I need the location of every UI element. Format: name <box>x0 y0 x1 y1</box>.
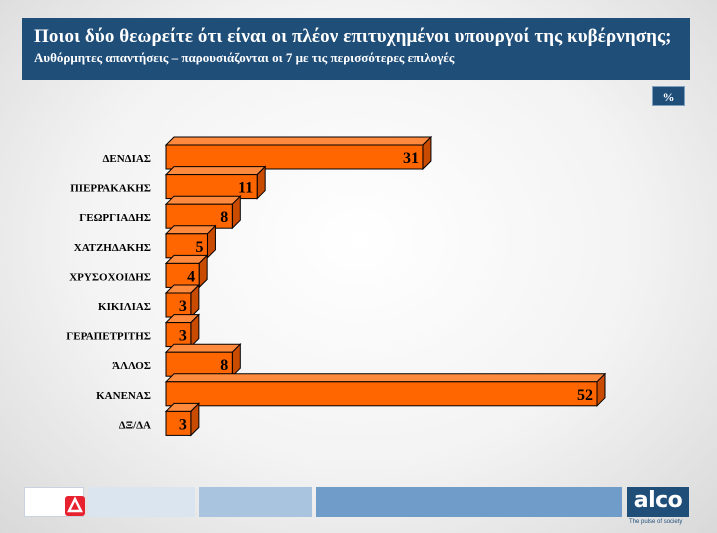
bar <box>165 144 424 170</box>
bar-group: ΚΑΝΕΝΑΣ 52 <box>96 372 607 408</box>
bar <box>165 174 258 200</box>
bar-group: ΆΛΛΟΣ 8 <box>112 342 242 378</box>
header-banner: Ποιοι δύο θεωρείτε ότι είναι οι πλέον επ… <box>22 18 690 80</box>
news-channel-logo-icon <box>65 496 85 516</box>
value-label: 3 <box>179 416 187 433</box>
bar <box>165 233 208 259</box>
category-label: ΓΕΩΡΓΙΑΔΗΣ <box>79 212 151 224</box>
bar-top-face <box>164 373 607 383</box>
category-label: ΧΑΤΖΗΔΑΚΗΣ <box>74 242 151 254</box>
alco-tagline: The pulse of society <box>629 519 683 525</box>
category-label: ΠΙΕΡΡΑΚΑΚΗΣ <box>70 183 151 195</box>
value-label: 5 <box>195 239 203 256</box>
value-label: 3 <box>179 328 187 345</box>
value-label: 8 <box>220 209 228 226</box>
chart-subtitle: Αυθόρμητες απαντήσεις – παρουσιάζονται ο… <box>34 50 455 65</box>
category-label: ΚΑΝΕΝΑΣ <box>96 390 151 402</box>
bar-top-face <box>164 166 267 176</box>
bar-top-face <box>164 136 433 146</box>
bar <box>165 410 192 436</box>
footer-stripe-1 <box>88 487 195 517</box>
bar-group: ΠΙΕΡΡΑΚΑΚΗΣ 11 <box>70 165 267 200</box>
footer-stripe-3 <box>316 487 622 517</box>
bar-group: ΓΕΩΡΓΙΑΔΗΣ 8 <box>79 194 242 230</box>
value-label: 8 <box>220 357 228 374</box>
chart-title: Ποιοι δύο θεωρείτε ότι είναι οι πλέον επ… <box>34 26 672 47</box>
alco-logo: alco <box>627 487 689 517</box>
bar-group: ΚΙΚΙΛΙΑΣ 3 <box>98 283 201 319</box>
value-label: 11 <box>238 180 253 197</box>
bar-top-face <box>164 343 242 353</box>
bar <box>165 292 192 318</box>
bar-group: ΧΡΥΣΟΧΟΙΔΗΣ 4 <box>69 254 209 289</box>
bar <box>165 381 598 407</box>
bar <box>165 351 233 377</box>
bar-group: ΔΕΝΔΙΑΣ 31 <box>103 135 433 171</box>
bar-group: ΔΞ/ΔΑ 3 <box>119 402 201 437</box>
category-label: ΔΞ/ΔΑ <box>119 419 151 431</box>
bar <box>165 203 233 229</box>
category-label: ΓΕΡΑΠΕΤΡΙΤΗΣ <box>66 331 151 343</box>
footer: alco The pulse of society <box>0 484 717 533</box>
bar-top-face <box>164 195 242 205</box>
bar <box>165 322 192 348</box>
category-label: ΔΕΝΔΙΑΣ <box>103 153 152 165</box>
value-label: 4 <box>187 268 195 285</box>
category-label: ΧΡΥΣΟΧΟΙΔΗΣ <box>69 271 151 283</box>
value-label: 31 <box>403 150 419 167</box>
bar-group: ΧΑΤΖΗΔΑΚΗΣ 5 <box>74 224 217 260</box>
bar-group: ΓΕΡΑΠΕΤΡΙΤΗΣ 3 <box>66 313 201 348</box>
category-label: ΆΛΛΟΣ <box>112 360 151 372</box>
value-label: 52 <box>577 387 593 404</box>
footer-logo-panel <box>24 487 85 517</box>
value-label: 3 <box>179 298 187 315</box>
unit-badge: % <box>652 86 685 106</box>
footer-stripe-2 <box>199 487 312 517</box>
category-label: ΚΙΚΙΛΙΑΣ <box>98 301 151 313</box>
